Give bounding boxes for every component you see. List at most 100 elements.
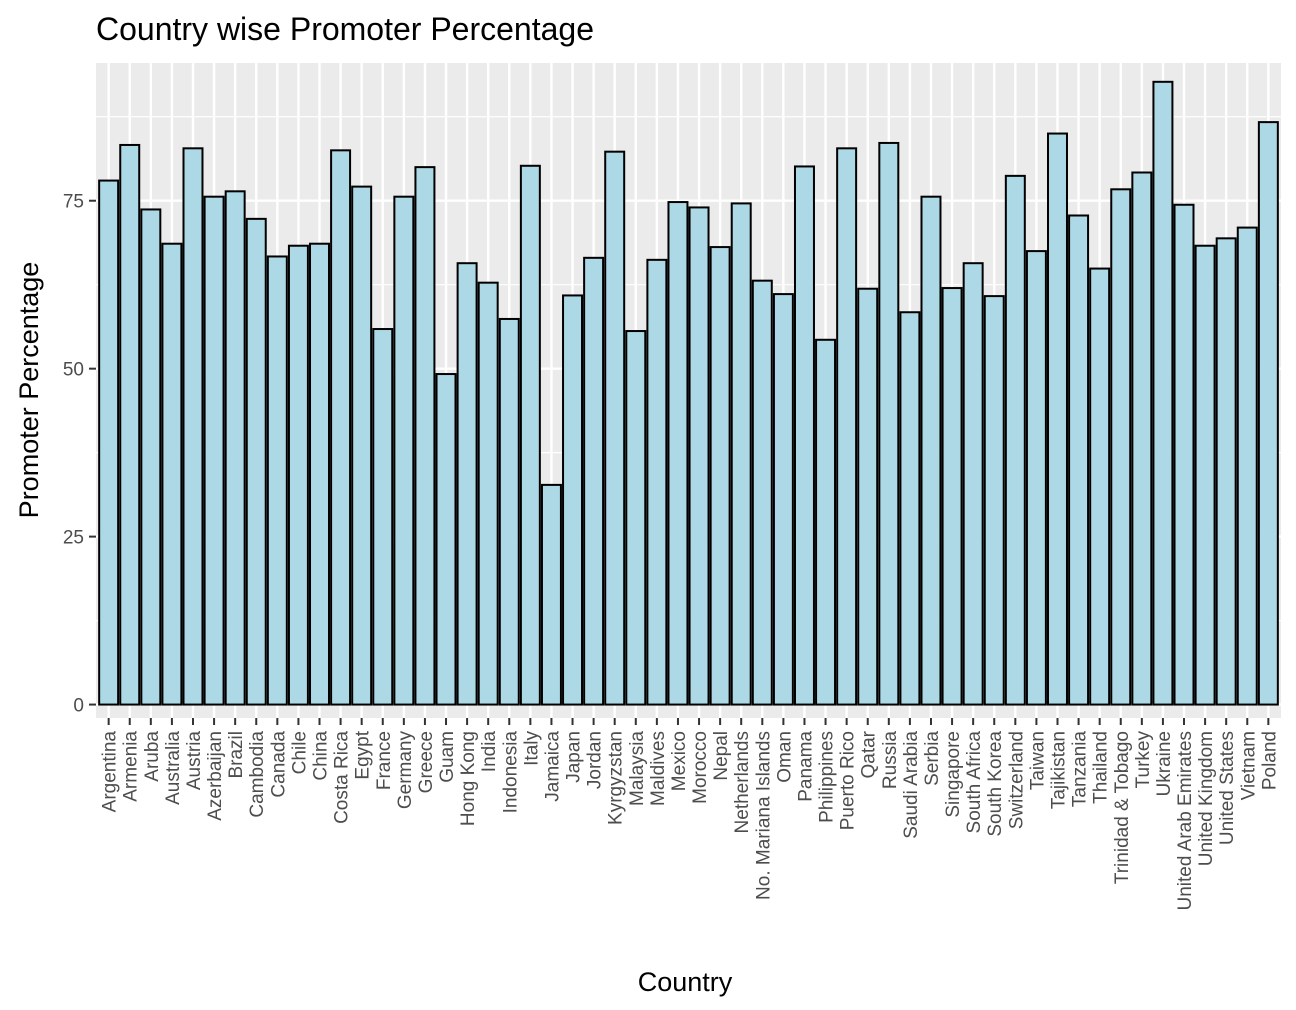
- x-tick-label: United Arab Emirates: [1175, 731, 1196, 911]
- y-tick-label: 75: [63, 192, 84, 213]
- bar: [878, 141, 900, 706]
- bar: [1025, 250, 1047, 706]
- bar: [562, 294, 584, 706]
- bar: [224, 190, 246, 706]
- x-tick-label: Indonesia: [500, 731, 521, 814]
- x-tick-label: Greece: [416, 731, 437, 793]
- x-tick-label: Panama: [795, 731, 816, 802]
- bar: [182, 147, 204, 706]
- bar: [161, 242, 183, 706]
- x-tick-label: Turkey: [1133, 731, 1154, 789]
- bar: [857, 287, 879, 706]
- chart-title: Country wise Promoter Percentage: [96, 11, 594, 47]
- bar: [351, 185, 373, 706]
- bar: [287, 244, 309, 706]
- x-tick-label: Japan: [564, 731, 585, 783]
- x-tick-label: Cambodia: [247, 731, 268, 818]
- x-tick-label: Qatar: [859, 730, 880, 778]
- x-tick-label: Vietnam: [1238, 731, 1259, 800]
- x-tick-label: Thailand: [1091, 731, 1112, 804]
- x-tick-label: Ukraine: [1154, 731, 1175, 796]
- x-tick-label: Saudi Arabia: [901, 731, 922, 839]
- bar: [435, 373, 457, 706]
- x-tick-label: Maldives: [648, 731, 669, 806]
- x-tick-label: India: [479, 731, 500, 773]
- bar: [1173, 203, 1195, 706]
- bar: [266, 255, 288, 706]
- x-tick-label: Brazil: [226, 731, 247, 779]
- bar: [983, 295, 1005, 706]
- bar: [815, 338, 837, 706]
- bar: [414, 166, 436, 706]
- bar: [98, 179, 120, 706]
- x-tick-label: Austria: [184, 731, 205, 791]
- bar: [393, 195, 415, 706]
- x-tick-label: Malaysia: [627, 731, 648, 806]
- bar: [1047, 132, 1068, 706]
- bar: [1131, 171, 1153, 706]
- bar: [1215, 237, 1237, 706]
- y-axis: 0 25 50 75: [63, 192, 96, 717]
- x-tick-label: Puerto Rico: [838, 731, 859, 830]
- x-tick-label: Armenia: [121, 731, 142, 802]
- x-tick-label: Switzerland: [1006, 731, 1027, 829]
- x-tick-label: Australia: [163, 731, 184, 805]
- bar: [667, 201, 689, 706]
- x-tick-label: Germany: [395, 731, 416, 810]
- bar: [899, 311, 921, 706]
- x-tick-label: South Africa: [964, 731, 985, 834]
- bar: [498, 317, 520, 706]
- y-tick-label: 25: [63, 528, 84, 549]
- x-tick-label: Canada: [268, 731, 289, 798]
- x-tick-label: Morocco: [690, 731, 711, 804]
- x-axis: Argentina Armenia Aruba Australia Austria Aze…: [100, 718, 1280, 911]
- bar: [1110, 188, 1132, 706]
- x-tick-label: Serbia: [922, 731, 943, 786]
- x-tick-label: Italy: [521, 731, 542, 766]
- bar: [140, 208, 162, 706]
- x-tick-label: United Kingdom: [1196, 731, 1217, 866]
- x-tick-label: Oman: [774, 731, 795, 783]
- x-tick-label: Azerbaijan: [205, 731, 226, 821]
- bar: [119, 143, 141, 706]
- bar: [519, 164, 541, 706]
- x-tick-label: Hong Kong: [458, 731, 479, 826]
- bar: [625, 330, 647, 706]
- x-tick-label: Russia: [880, 731, 901, 790]
- x-tick-label: United States: [1217, 731, 1238, 845]
- bar: [836, 147, 858, 706]
- x-tick-label: South Korea: [985, 731, 1006, 837]
- x-tick-label: Egypt: [353, 730, 374, 779]
- x-tick-label: Tanzania: [1070, 731, 1091, 807]
- bar: [245, 217, 267, 706]
- bar: [604, 150, 626, 706]
- x-tick-label: Kyrgyzstan: [606, 731, 627, 825]
- bar: [772, 293, 794, 706]
- bar: [1257, 121, 1279, 706]
- x-tick-label: Guam: [437, 731, 458, 783]
- y-tick-label: 0: [73, 696, 84, 717]
- bar: [477, 281, 499, 706]
- bar: [330, 149, 352, 706]
- bar: [962, 262, 984, 706]
- x-tick-label: No. Mariana Islands: [753, 731, 774, 900]
- x-tick-label: Jordan: [585, 731, 606, 789]
- x-tick-label: Jamaica: [542, 731, 563, 802]
- bar: [920, 195, 942, 706]
- x-tick-label: Nepal: [711, 731, 732, 781]
- x-tick-label: Philippines: [817, 731, 838, 823]
- x-tick-label: Tajikistan: [1048, 731, 1069, 809]
- bar: [309, 242, 330, 706]
- bar: [793, 165, 815, 706]
- bar: [1068, 214, 1090, 706]
- bar: [1152, 80, 1174, 706]
- y-tick-label: 50: [63, 360, 84, 381]
- bar: [941, 287, 963, 706]
- x-axis-title: Country: [638, 967, 733, 997]
- x-tick-label: Costa Rica: [332, 731, 353, 824]
- bar: [1089, 267, 1111, 706]
- x-tick-label: Poland: [1259, 731, 1280, 790]
- bar: [730, 202, 752, 706]
- bar: [203, 195, 225, 706]
